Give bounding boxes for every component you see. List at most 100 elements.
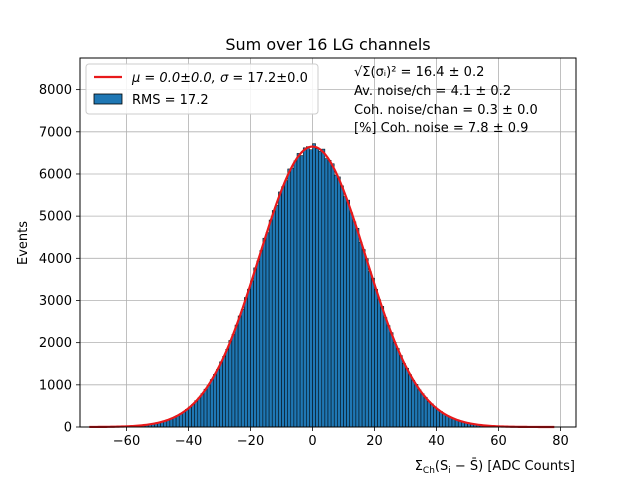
- histogram-bar: [268, 219, 273, 428]
- histogram-bar: [237, 315, 242, 428]
- histogram-bar: [299, 155, 304, 428]
- stat-coherent-percent: [%] Coh. noise = 7.8 ± 0.9: [354, 121, 528, 136]
- y-tick-label: 8000: [39, 83, 72, 98]
- histogram-bar: [423, 396, 428, 428]
- histogram-bar: [355, 227, 360, 428]
- histogram-bar: [247, 288, 251, 428]
- histogram-bar: [430, 403, 434, 428]
- histogram-bar: [433, 406, 437, 428]
- histogram-bar: [442, 413, 447, 428]
- histogram-bar: [333, 174, 338, 428]
- y-tick-label: 1000: [39, 378, 72, 393]
- histogram-bar: [380, 306, 385, 428]
- histogram-bar: [259, 250, 264, 428]
- x-tick-label: −60: [113, 434, 140, 449]
- histogram-bar: [306, 146, 310, 428]
- histogram-bar: [271, 210, 276, 428]
- histogram-bar: [228, 340, 233, 428]
- histogram-bar: [200, 393, 205, 428]
- histogram-bar: [399, 355, 403, 428]
- legend-fit-label: μ = 0.0±0.0, σ = 17.2±0.0: [131, 71, 308, 86]
- legend-box: [85, 63, 319, 115]
- histogram-bar: [213, 374, 217, 428]
- plot-frame: [79, 57, 577, 428]
- stat-average-noise: Av. noise/ch = 4.1 ± 0.2: [354, 84, 511, 99]
- legend-hist-label: RMS = 17.2: [132, 93, 209, 108]
- histogram-bar: [411, 380, 416, 428]
- histogram-bar: [426, 401, 431, 428]
- histogram-bar: [197, 397, 202, 428]
- histogram-bar: [275, 205, 279, 428]
- histogram-bar: [253, 267, 257, 428]
- histogram-bar: [352, 221, 357, 428]
- histogram-bar: [395, 348, 400, 428]
- histogram-bar: [364, 258, 369, 428]
- histogram-bar: [290, 167, 295, 428]
- histogram-bar: [216, 369, 220, 428]
- histogram-bar: [244, 297, 248, 428]
- histogram-bar: [182, 411, 186, 428]
- histogram-bar: [346, 199, 350, 428]
- histogram-bar: [284, 180, 288, 428]
- histogram-bar: [231, 334, 236, 428]
- y-axis-ticks: 0 1000 2000 3000 4000 5000 6000 7000 8000: [39, 83, 80, 436]
- legend-hist-swatch: [93, 93, 123, 105]
- stat-coherent-noise: Coh. noise/chan = 0.3 ± 0.0: [354, 103, 538, 118]
- x-tick-label: −20: [237, 434, 264, 449]
- histogram-bar: [318, 150, 323, 428]
- histogram-bar: [315, 148, 319, 428]
- histogram-bar: [225, 349, 230, 428]
- y-tick-label: 5000: [39, 210, 72, 225]
- histogram-bar: [265, 232, 270, 428]
- histogram-bar: [234, 324, 239, 428]
- histogram-bar: [185, 409, 189, 428]
- y-tick-label: 4000: [39, 252, 72, 267]
- histogram-bar: [312, 143, 316, 428]
- histogram-bar: [420, 393, 425, 428]
- histogram-bar: [278, 191, 282, 428]
- histogram-bar: [417, 389, 422, 428]
- x-tick-label: −40: [175, 434, 202, 449]
- legend-fit-label-b: σ: [220, 71, 229, 86]
- histogram-bar: [374, 288, 378, 428]
- histogram-bar: [191, 404, 195, 428]
- histogram-bar: [361, 249, 366, 428]
- histogram-bar: [203, 388, 208, 428]
- histogram-bar: [414, 384, 419, 428]
- histogram-bar: [392, 342, 397, 428]
- y-tick-label: 7000: [39, 125, 72, 140]
- x-axis-label: ΣCh(Si − S̄) [ADC Counts]: [415, 459, 575, 476]
- histogram-bar: [389, 332, 394, 428]
- histogram-bar: [309, 149, 313, 428]
- x-tick-label: 60: [490, 434, 507, 449]
- histogram-bar: [250, 280, 254, 428]
- y-tick-label: 6000: [39, 167, 72, 182]
- histogram-bar: [324, 158, 329, 428]
- histogram-bar: [296, 153, 301, 428]
- y-axis-label: Events: [16, 221, 31, 265]
- x-tick-label: 80: [552, 434, 569, 449]
- legend-fit-label-a: μ = 0.0±0.0,: [131, 71, 220, 86]
- histogram-bar: [371, 277, 375, 428]
- histogram-bar: [368, 271, 372, 428]
- histogram-bar: [222, 356, 226, 428]
- histogram-bar: [281, 186, 285, 428]
- histogram-bar: [340, 185, 344, 428]
- histogram-bar: [240, 308, 245, 428]
- x-tick-label: 20: [366, 434, 383, 449]
- chart-title: Sum over 16 LG channels: [225, 35, 430, 54]
- histogram-bar: [405, 367, 409, 428]
- histogram-bar: [262, 237, 267, 428]
- histogram-bar: [287, 168, 292, 428]
- histogram-bar: [188, 406, 192, 428]
- histogram-bar: [330, 163, 335, 428]
- histogram-bar: [358, 241, 363, 428]
- histogram-bar: [206, 385, 211, 428]
- histogram-bar: [321, 148, 326, 428]
- y-tick-label: 2000: [39, 336, 72, 351]
- y-tick-label: 3000: [39, 294, 72, 309]
- stats-annotations: √Σ(σᵢ)² = 16.4 ± 0.2 Av. noise/ch = 4.1 …: [354, 65, 538, 136]
- histogram-bar: [402, 363, 406, 428]
- x-tick-label: 0: [308, 434, 316, 449]
